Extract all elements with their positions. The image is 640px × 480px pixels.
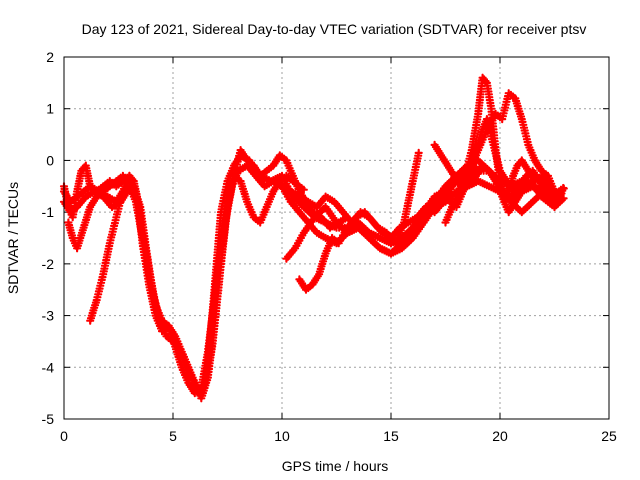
y-tick-label: -4 — [42, 359, 55, 375]
chart-title: Day 123 of 2021, Sidereal Day-to-day VTE… — [82, 21, 587, 37]
series-arc-8 — [269, 148, 423, 248]
x-tick-label: 20 — [492, 428, 508, 444]
x-tick-label: 5 — [169, 428, 177, 444]
x-axis-label: GPS time / hours — [282, 458, 389, 474]
y-tick-label: -3 — [42, 308, 55, 324]
y-tick-label: -2 — [42, 256, 55, 272]
series-arc-12 — [426, 161, 564, 217]
x-tick-label: 0 — [60, 428, 68, 444]
y-axis-label: SDTVAR / TECUs — [5, 182, 21, 294]
data-series — [59, 73, 568, 403]
y-tick-label: -1 — [42, 204, 55, 220]
series-arc-7 — [295, 162, 481, 294]
x-tick-label: 15 — [383, 428, 399, 444]
plot-frame — [63, 56, 610, 420]
y-tick-label: 1 — [46, 101, 54, 117]
x-tick-label: 25 — [601, 428, 617, 444]
y-tick-label: -5 — [42, 411, 55, 427]
y-tick-label: 2 — [46, 49, 54, 65]
x-tick-label: 10 — [274, 428, 290, 444]
y-tick-label: 0 — [46, 152, 54, 168]
series-arc-5 — [64, 171, 139, 253]
